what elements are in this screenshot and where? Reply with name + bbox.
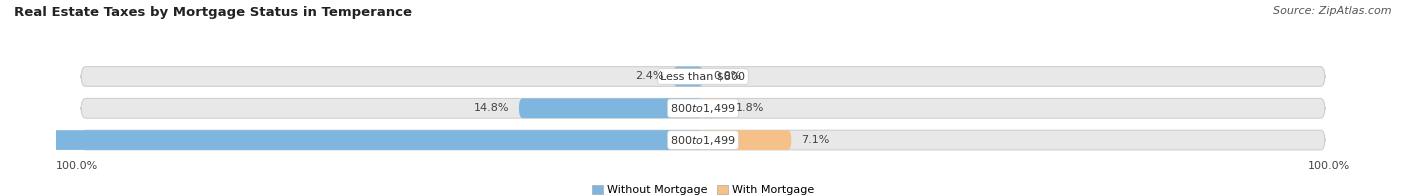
FancyBboxPatch shape (673, 67, 703, 86)
Text: 100.0%: 100.0% (56, 161, 98, 171)
Text: 7.1%: 7.1% (801, 135, 830, 145)
FancyBboxPatch shape (703, 130, 792, 150)
Text: 14.8%: 14.8% (474, 103, 509, 113)
Text: $800 to $1,499: $800 to $1,499 (671, 133, 735, 147)
Text: Real Estate Taxes by Mortgage Status in Temperance: Real Estate Taxes by Mortgage Status in … (14, 6, 412, 19)
FancyBboxPatch shape (82, 130, 1324, 150)
Legend: Without Mortgage, With Mortgage: Without Mortgage, With Mortgage (588, 181, 818, 196)
FancyBboxPatch shape (82, 67, 1324, 86)
Text: 0.0%: 0.0% (713, 72, 741, 82)
Text: 1.8%: 1.8% (735, 103, 763, 113)
Text: 2.4%: 2.4% (634, 72, 664, 82)
FancyBboxPatch shape (82, 98, 1324, 118)
Text: Source: ZipAtlas.com: Source: ZipAtlas.com (1274, 6, 1392, 16)
Text: $800 to $1,499: $800 to $1,499 (671, 102, 735, 115)
FancyBboxPatch shape (519, 98, 703, 118)
Text: 100.0%: 100.0% (1308, 161, 1350, 171)
FancyBboxPatch shape (703, 98, 725, 118)
Text: Less than $800: Less than $800 (661, 72, 745, 82)
FancyBboxPatch shape (0, 130, 703, 150)
